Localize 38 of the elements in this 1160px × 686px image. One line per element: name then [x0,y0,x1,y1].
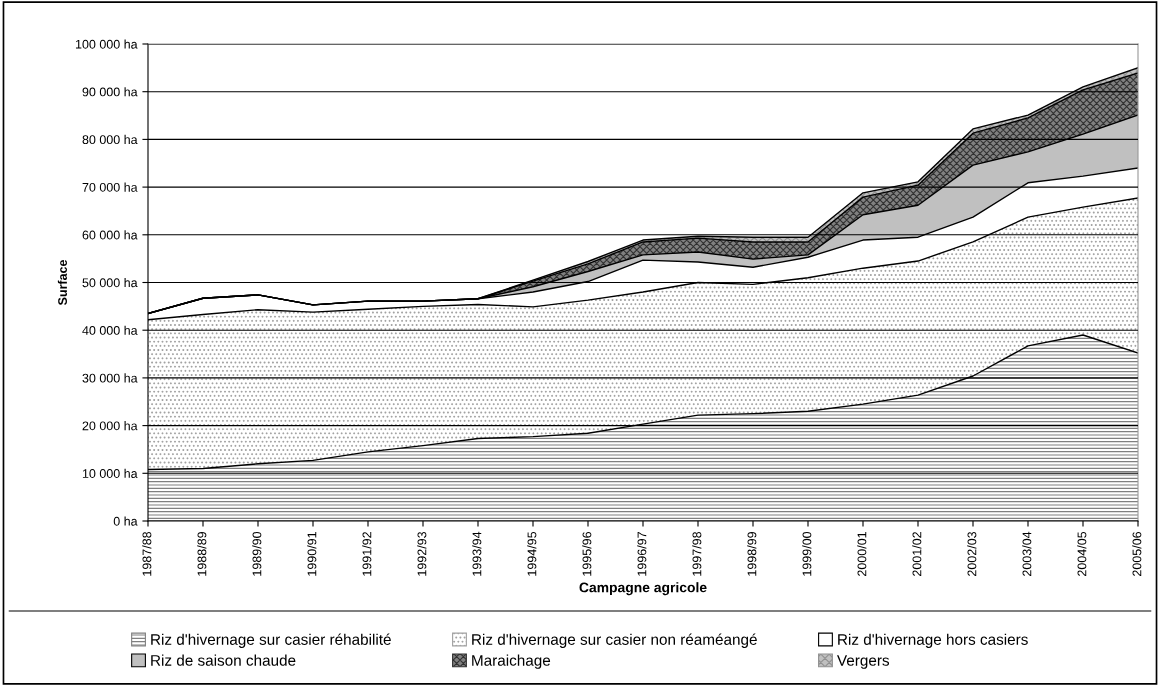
x-tick-label: 2004/05 [1077,531,1087,576]
x-tick-label: 1994/95 [527,531,537,576]
x-tick-label: 1989/90 [252,531,262,576]
y-tick-label: 90 000 ha [82,87,138,97]
x-tick-label: 1987/88 [142,531,152,576]
x-tick-label: 2003/04 [1022,531,1032,576]
x-tick-label: 1997/98 [692,531,702,576]
x-tick-label: 2002/03 [967,531,977,576]
y-tick-label: 100 000 ha [75,39,138,49]
x-tick-label: 1993/94 [472,531,482,576]
legend-label: Riz d'hivernage sur casier réhabilité [151,633,391,648]
y-tick-label: 0 ha [113,516,138,526]
x-tick-label: 1991/92 [362,532,372,576]
y-tick-label: 50 000 ha [82,277,138,288]
legend-label: Riz d'hivernage hors casiers [838,633,1028,648]
x-axis-title: Campagne agricole [579,582,707,596]
x-tick-label: 1998/99 [747,532,757,576]
y-tick-label: 40 000 ha [82,325,138,335]
x-tick-label: 2000/01 [857,532,867,576]
legend-label: Maraichage [472,654,551,669]
y-tick-label: 80 000 ha [82,134,138,145]
legend-label: Riz de saison chaude [151,654,296,666]
y-axis-title: Surface [57,260,67,306]
x-tick-label: 1992/93 [417,531,427,576]
x-tick-label: 2005/06 [1132,531,1142,576]
x-tick-label: 1990/91 [307,532,317,576]
legend-label: Riz d'hivernage sur casier non réaméangé [472,633,757,648]
y-tick-label: 70 000 ha [82,182,138,192]
y-tick-label: 60 000 ha [82,230,138,240]
x-tick-label: 1996/97 [637,532,647,576]
x-tick-label: 1988/89 [197,532,207,576]
y-tick-label: 10 000 ha [82,468,138,478]
y-tick-label: 30 000 ha [82,373,138,383]
y-tick-label: 20 000 ha [82,421,138,431]
x-tick-label: 2001/02 [912,532,922,576]
x-tick-label: 1995/96 [582,531,592,576]
legend-label: Vergers [837,655,890,669]
x-tick-label: 1999/00 [802,531,812,576]
